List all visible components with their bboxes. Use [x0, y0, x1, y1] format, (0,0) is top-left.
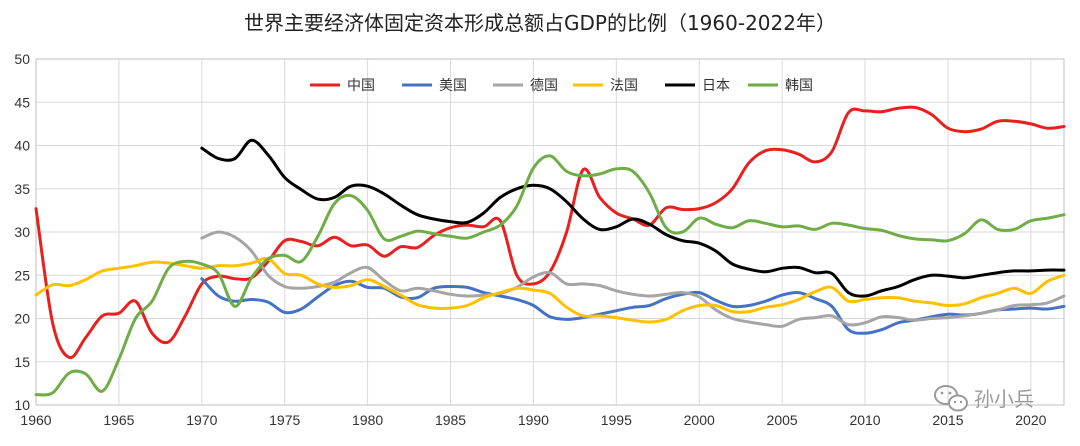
legend-label: 日本 — [702, 78, 730, 94]
y-tick-label: 25 — [14, 267, 30, 283]
legend-item: 韩国 — [748, 78, 813, 94]
x-tick-label: 1970 — [186, 412, 217, 428]
legend: 中国 美国 德国 法国 日本 韩国 — [310, 78, 813, 94]
y-tick-label: 45 — [14, 94, 30, 110]
wechat-icon — [934, 385, 968, 412]
y-tick-label: 30 — [14, 224, 30, 240]
series-line-france — [34, 256, 1066, 324]
x-tick-label: 2005 — [767, 412, 798, 428]
x-tick-label: 1975 — [269, 412, 300, 428]
series-line-germany — [200, 230, 1066, 328]
x-tick-label: 1960 — [20, 412, 51, 428]
series-lines — [34, 105, 1066, 397]
legend-label: 法国 — [610, 78, 638, 94]
legend-item: 中国 — [310, 78, 375, 94]
axes: 10 15 20 25 30 35 40 45 50 1960 1965 1970 1975 1980 19… — [14, 51, 1065, 428]
x-tick-label: 2010 — [849, 412, 880, 428]
legend-item: 美国 — [402, 78, 467, 94]
x-tick-label: 1995 — [601, 412, 632, 428]
plot-area-border — [35, 58, 1065, 406]
y-tick-label: 10 — [14, 397, 30, 413]
watermark: 孙小兵 — [934, 385, 1034, 412]
watermark-text: 孙小兵 — [974, 387, 1034, 411]
legend-label: 德国 — [530, 78, 558, 94]
legend-label: 中国 — [347, 78, 375, 94]
legend-label: 美国 — [439, 78, 467, 94]
y-tick-label: 20 — [14, 311, 30, 327]
series-line-japan — [200, 138, 1066, 298]
x-tick-label: 1980 — [352, 412, 383, 428]
legend-item: 日本 — [665, 78, 730, 94]
series-line-korea — [34, 154, 1066, 397]
legend-item: 法国 — [573, 78, 638, 94]
x-tick-label: 1990 — [518, 412, 549, 428]
y-tick-label: 15 — [14, 354, 30, 370]
x-tick-label: 1985 — [435, 412, 466, 428]
x-tick-label: 2015 — [932, 412, 963, 428]
chart-title: 世界主要经济体固定资本形成总额占GDP的比例（1960-2022年） — [244, 11, 836, 35]
x-tick-label: 2020 — [1015, 412, 1046, 428]
y-tick-label: 40 — [14, 138, 30, 154]
x-tick-label: 1965 — [103, 412, 134, 428]
y-tick-label: 35 — [14, 181, 30, 197]
legend-label: 韩国 — [785, 78, 813, 94]
gridlines — [35, 58, 1064, 406]
x-tick-label: 2000 — [684, 412, 715, 428]
y-tick-label: 50 — [14, 51, 30, 67]
legend-item: 德国 — [493, 78, 558, 94]
